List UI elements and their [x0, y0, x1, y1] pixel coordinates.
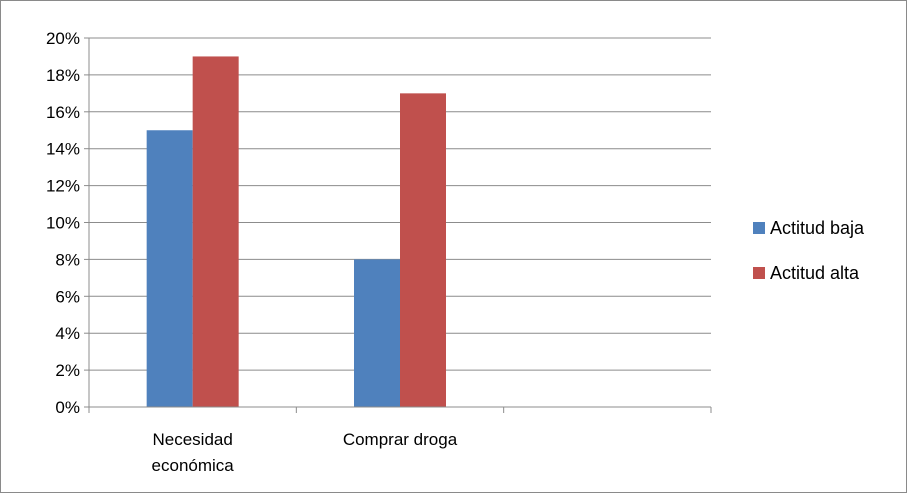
y-axis-tick-label: 18% [46, 66, 80, 85]
legend-swatch [753, 267, 765, 279]
axes [84, 37, 712, 413]
bar-actitud-baja [354, 259, 400, 407]
legend-label: Actitud alta [770, 263, 860, 283]
bar-actitud-alta [400, 93, 446, 407]
y-axis-tick-label: 8% [55, 250, 80, 269]
bars [146, 56, 446, 407]
y-axis-tick-label: 14% [46, 140, 80, 159]
y-axis-tick-labels: 0% 2% 4% 6% 8% 10% 12% 14% 16% 18% 20% [46, 29, 80, 417]
bar-actitud-baja [146, 130, 193, 407]
y-axis-tick-label: 10% [46, 214, 80, 233]
legend: Actitud baja Actitud alta [753, 218, 865, 283]
x-axis-tick-labels: Necesidad económica Comprar droga [152, 430, 458, 475]
y-axis-tick-label: 6% [55, 287, 80, 306]
x-axis-tick-label: Comprar droga [343, 430, 458, 449]
y-axis-tick-label: 20% [46, 29, 80, 48]
y-axis-tick-label: 0% [55, 398, 80, 417]
legend-swatch [753, 222, 765, 234]
y-axis-tick-label: 16% [46, 103, 80, 122]
y-axis-tick-label: 4% [55, 324, 80, 343]
bar-actitud-alta [192, 56, 239, 407]
y-axis-tick-label: 2% [55, 361, 80, 380]
y-axis-tick-label: 12% [46, 177, 80, 196]
legend-label: Actitud baja [770, 218, 865, 238]
x-axis-tick-label: Necesidad económica [152, 430, 235, 475]
